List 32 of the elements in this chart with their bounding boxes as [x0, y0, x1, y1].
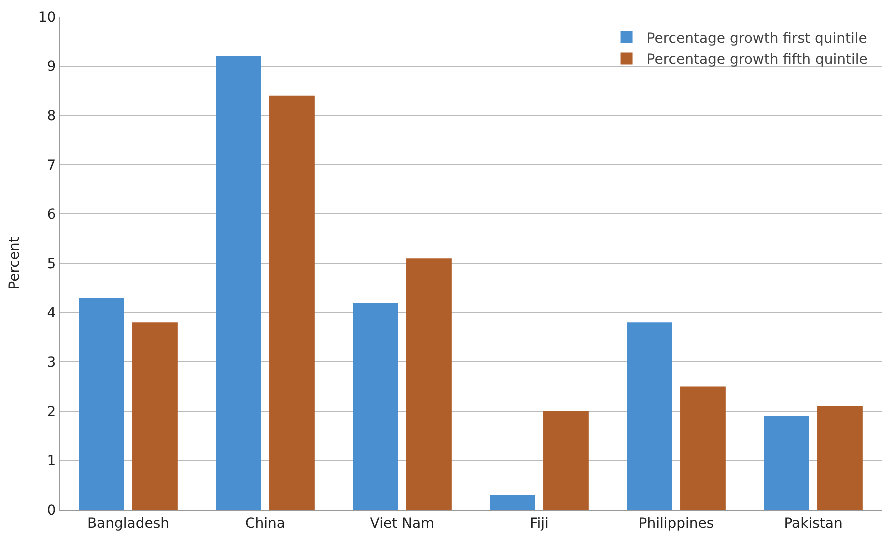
- legend-label: Percentage growth first quintile: [646, 30, 868, 47]
- y-tick-label: 7: [47, 158, 56, 174]
- bar: [764, 416, 810, 510]
- y-axis-title: Percent: [6, 236, 23, 290]
- y-tick-label: 10: [38, 10, 56, 26]
- y-tick-label: 2: [47, 404, 56, 420]
- y-tick-label: 9: [47, 59, 56, 76]
- bar: [79, 298, 124, 510]
- bar: [353, 302, 398, 510]
- bar: [627, 322, 672, 510]
- y-tick-label: 0: [47, 502, 56, 519]
- y-tick-label: 4: [47, 306, 56, 322]
- y-tick-label: 1: [47, 454, 56, 470]
- x-tick-label: China: [246, 516, 286, 532]
- y-tick-label: 6: [47, 207, 56, 224]
- bar: [490, 495, 536, 510]
- bar: [270, 96, 315, 510]
- legend-label: Percentage growth fifth quintile: [646, 52, 868, 68]
- y-tick-label: 3: [47, 355, 56, 371]
- bar: [680, 386, 726, 510]
- x-tick-label: Fiji: [530, 516, 549, 532]
- x-tick-label: Bangladesh: [87, 516, 170, 532]
- x-tick-label: Philippines: [638, 516, 714, 532]
- bar: [818, 406, 863, 510]
- bar: [132, 322, 178, 510]
- bar: [544, 411, 589, 510]
- x-tick-label: Viet Nam: [370, 516, 435, 532]
- x-tick-label: Pakistan: [784, 516, 843, 532]
- y-tick-label: 8: [47, 108, 56, 124]
- bar: [406, 258, 452, 510]
- y-tick-label: 5: [47, 256, 56, 272]
- bar: [216, 56, 262, 510]
